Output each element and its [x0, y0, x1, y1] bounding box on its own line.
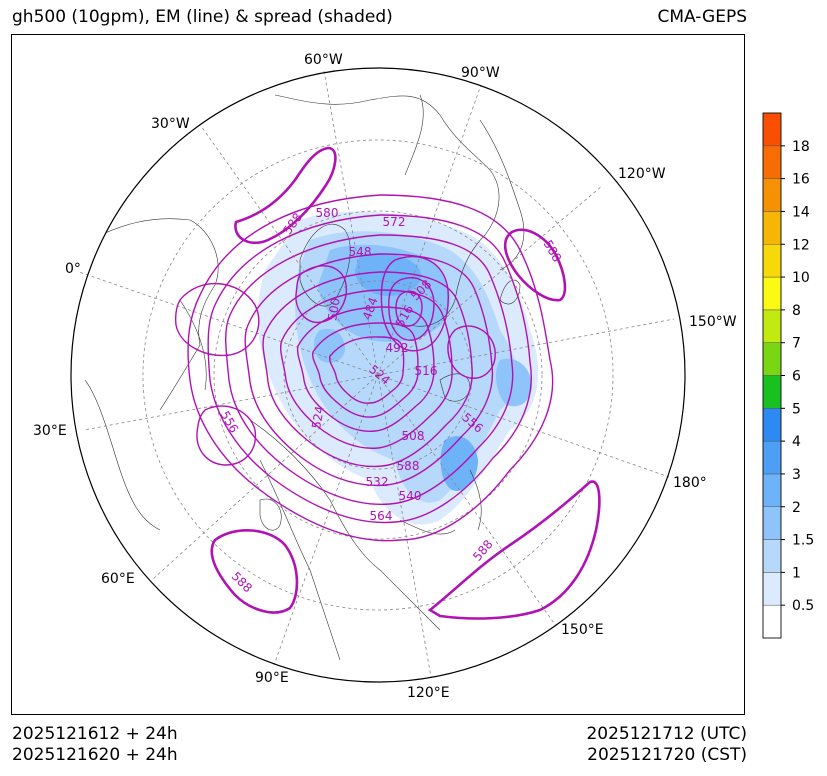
contour-492	[388, 277, 435, 341]
colorbar-tick-label: 18	[792, 139, 810, 155]
contour-556	[225, 234, 514, 506]
colorbar-swatch	[762, 211, 782, 245]
contour-572	[187, 194, 554, 542]
contour-label: 588	[541, 238, 565, 265]
colorbar-tick-label: 5	[792, 401, 801, 417]
contour-588-pacific-s	[427, 480, 601, 620]
colorbar-swatch	[762, 342, 782, 376]
contour-label: 492	[386, 341, 409, 355]
colorbar-tick-label: 1	[792, 565, 801, 581]
colorbar-tick-label: 2	[792, 500, 801, 516]
colorbar-swatch	[762, 473, 782, 507]
contour-left-loop	[174, 282, 260, 357]
lon-label-120e: 120°E	[407, 685, 450, 701]
contour-label: 580	[316, 206, 339, 220]
spread-colorbar: 0.5 1 1.5 2 3 4 5 6 7 8 10 12 14 16 18	[762, 112, 814, 639]
init-time-cst: 2025121620 + 24h	[12, 745, 178, 765]
chart-title: gh500 (10gpm), EM (line) & spread (shade…	[12, 7, 393, 27]
contour-label: 588	[397, 459, 420, 473]
spread-area-core1	[355, 253, 421, 296]
contour-524	[296, 306, 435, 432]
contour-label: 508	[402, 429, 425, 443]
init-time-block: 2025121612 + 24h 2025121620 + 24h	[12, 724, 178, 766]
colorbar-tick-label: 3	[792, 467, 801, 483]
contour-label: 540	[399, 489, 422, 503]
contour-588-atlantic	[234, 146, 337, 245]
lon-label-30w: 30°W	[151, 116, 190, 132]
contour-lower-loop	[196, 405, 257, 466]
lon-label-60e: 60°E	[101, 571, 135, 587]
colorbar-tick-label: 6	[792, 369, 801, 385]
globe-boundary	[70, 67, 686, 683]
colorbar-tick-label: 7	[792, 336, 801, 352]
contour-532	[279, 289, 453, 449]
spread-area-atl	[314, 328, 345, 363]
contours-588	[210, 146, 601, 620]
lon-label-180: 180°	[673, 475, 707, 491]
valid-time-cst: 2025121720 (CST)	[587, 745, 747, 765]
colorbar-tick-label: 16	[792, 172, 810, 188]
contour-label: 524	[309, 405, 327, 430]
colorbar-swatch	[762, 178, 782, 212]
contour-588-pacific-ne	[503, 228, 567, 302]
colorbar-tick-label: 0.5	[792, 598, 814, 614]
lon-label-150e: 150°E	[561, 622, 604, 638]
colorbar-swatch	[762, 440, 782, 475]
contour-label: 564	[370, 509, 393, 523]
colorbar-tick-label: 1.5	[792, 533, 814, 549]
colorbar-swatch	[762, 408, 782, 442]
contour-484	[395, 290, 423, 327]
lon-label-0: 0°	[65, 261, 81, 277]
colorbar-swatch	[762, 112, 782, 147]
contour-564	[207, 214, 532, 524]
spread-area-east	[496, 358, 532, 407]
lon-label-90w: 90°W	[461, 65, 500, 81]
contour-540	[262, 271, 473, 468]
colorbar-tick-label: 10	[792, 270, 810, 286]
colorbar-swatch	[762, 309, 782, 343]
valid-time-utc: 2025121712 (UTC)	[586, 724, 747, 744]
colorbar-tick-label: 8	[792, 303, 801, 319]
contour-right-loop	[447, 325, 496, 379]
colorbar-swatch	[762, 375, 782, 409]
greenland-coast	[299, 223, 351, 307]
europe-coast	[89, 218, 219, 411]
contour-label: 500	[325, 297, 343, 322]
contour-500-b	[380, 255, 449, 352]
colorbar-swatch	[762, 244, 782, 278]
contour-label: 516	[415, 364, 438, 378]
contour-label: 548	[349, 245, 372, 259]
africa-coast	[84, 379, 161, 531]
colorbar-swatch	[762, 539, 782, 573]
lon-label-60w: 60°W	[304, 52, 343, 68]
colorbar-tick-label: 14	[792, 204, 810, 220]
lon-label-90e: 90°E	[255, 670, 289, 686]
lon-label-150w: 150°W	[689, 314, 737, 330]
longitude-labels: 60°W 90°W 30°W 120°W 0° 150°W 30°E 180° …	[33, 52, 737, 701]
model-name: CMA-GEPS	[657, 7, 747, 27]
contour-label: 532	[366, 475, 389, 489]
colorbar-swatch	[762, 276, 782, 311]
colorbar-swatch	[762, 604, 782, 639]
init-time-utc: 2025121612 + 24h	[12, 724, 178, 744]
contour-label: 572	[383, 215, 406, 229]
lon-label-120w: 120°W	[618, 166, 666, 182]
caspian-coast	[259, 498, 282, 531]
height-contours	[174, 194, 554, 542]
colorbar-tick-label: 4	[792, 434, 801, 450]
valid-time-block: 2025121712 (UTC) 2025121720 (CST)	[586, 724, 747, 766]
contour-548	[244, 253, 494, 487]
colorbar-swatch	[762, 572, 782, 606]
lon-label-30e: 30°E	[33, 423, 67, 439]
map-frame	[11, 34, 745, 715]
spread-shading	[257, 211, 539, 525]
contour-label: 556	[218, 409, 242, 436]
colorbar-swatch	[762, 506, 782, 540]
colorbar-swatch	[762, 145, 782, 179]
colorbar-tick-label: 12	[792, 237, 810, 253]
contour-500-a	[295, 265, 347, 324]
contour-588-arabia	[210, 529, 299, 614]
